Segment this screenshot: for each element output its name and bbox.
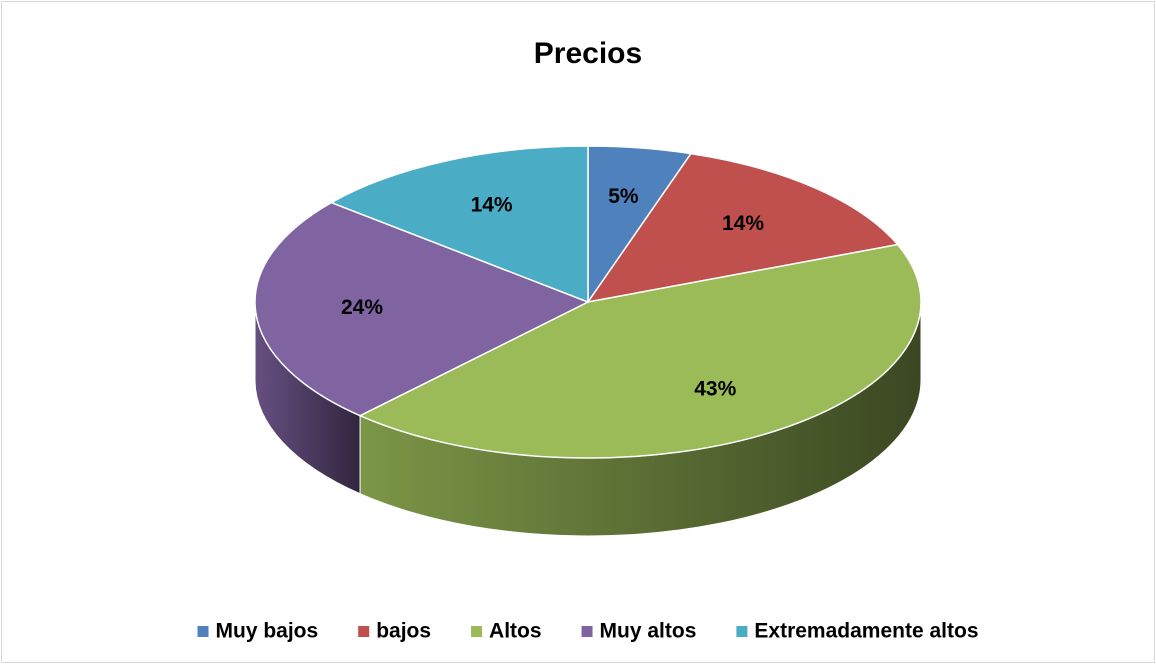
legend-swatch (581, 626, 593, 637)
slice (358, 243, 922, 459)
legend-label: Muy bajos (216, 620, 319, 643)
data-label: 43% (694, 377, 736, 400)
data-label: 24% (341, 296, 383, 319)
legend-label: bajos (376, 620, 431, 643)
legend-swatch (197, 626, 209, 637)
legend-label: Altos (489, 620, 542, 643)
legend-swatch (358, 626, 370, 637)
legend-swatch (736, 626, 748, 637)
chart-title: Precios (534, 37, 642, 70)
slice (586, 152, 900, 304)
slice (254, 201, 590, 417)
legend-swatch (471, 626, 483, 637)
legend-label: Extremadamente altos (754, 620, 978, 643)
legend-label: Muy altos (600, 620, 697, 643)
data-label: 5% (608, 185, 639, 208)
slice (329, 145, 589, 304)
data-label: 14% (471, 194, 513, 217)
data-label: 14% (722, 212, 764, 235)
